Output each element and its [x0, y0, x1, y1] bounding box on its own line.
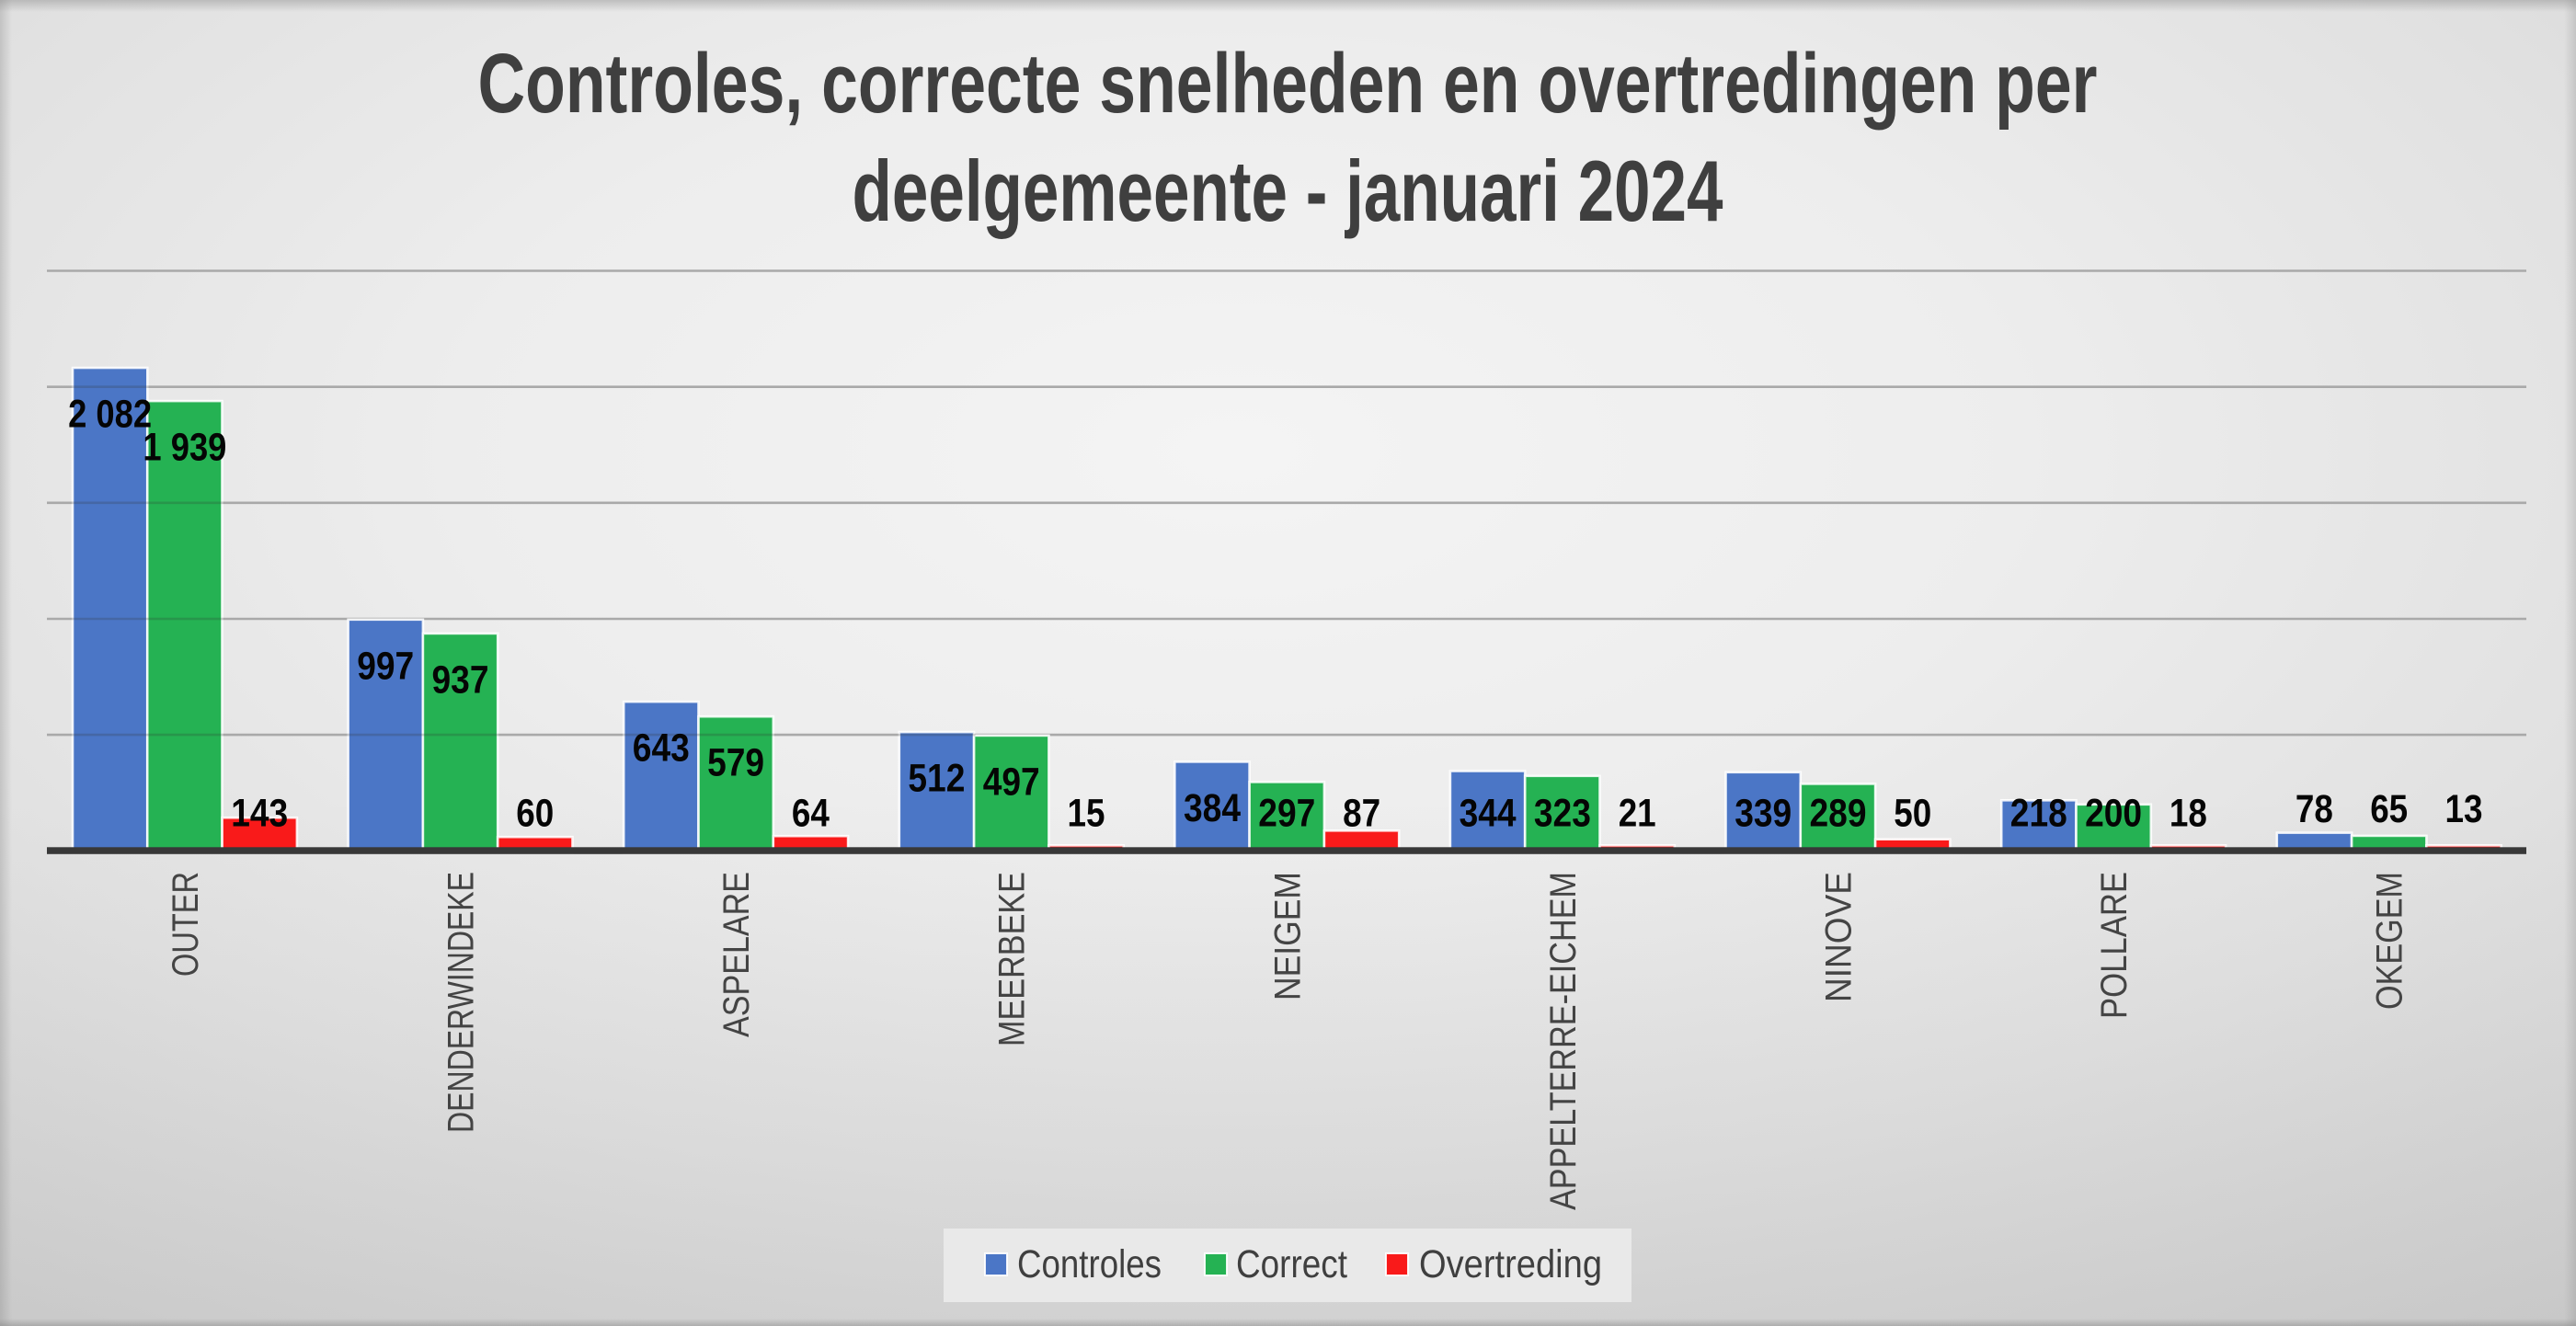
svg-text:1 939: 1 939	[143, 426, 226, 470]
svg-text:497: 497	[983, 760, 1040, 804]
svg-text:Overtreding: Overtreding	[1419, 1243, 1602, 1286]
svg-text:deelgemeente - januari 2024: deelgemeente - januari 2024	[853, 143, 1723, 239]
svg-text:323: 323	[1534, 792, 1591, 836]
svg-text:Correct: Correct	[1236, 1243, 1347, 1286]
svg-text:OUTER: OUTER	[166, 872, 206, 977]
svg-text:NINOVE: NINOVE	[1819, 872, 1860, 1002]
svg-text:13: 13	[2445, 787, 2483, 831]
svg-text:997: 997	[357, 644, 414, 688]
svg-text:15: 15	[1068, 792, 1105, 836]
svg-text:50: 50	[1894, 792, 1931, 836]
svg-text:Controles, correcte snelheden: Controles, correcte snelheden en overtre…	[478, 37, 2098, 131]
svg-text:60: 60	[516, 792, 554, 836]
svg-text:21: 21	[1619, 792, 1656, 836]
svg-text:339: 339	[1735, 792, 1792, 836]
svg-text:643: 643	[633, 726, 690, 771]
svg-text:200: 200	[2085, 792, 2142, 836]
svg-text:OKEGEM: OKEGEM	[2370, 872, 2410, 1010]
svg-text:78: 78	[2296, 787, 2333, 831]
svg-text:87: 87	[1343, 792, 1380, 836]
svg-text:POLLARE: POLLARE	[2094, 872, 2135, 1019]
svg-text:64: 64	[792, 792, 830, 836]
svg-text:579: 579	[707, 741, 764, 785]
svg-text:143: 143	[231, 792, 288, 836]
svg-text:18: 18	[2170, 792, 2207, 836]
svg-text:297: 297	[1258, 792, 1315, 836]
svg-text:218: 218	[2010, 792, 2067, 836]
svg-text:Controles: Controles	[1017, 1243, 1162, 1286]
svg-text:ASPELARE: ASPELARE	[716, 872, 757, 1037]
svg-text:65: 65	[2370, 787, 2408, 831]
svg-text:MEERBEKE: MEERBEKE	[992, 872, 1033, 1046]
svg-text:344: 344	[1460, 792, 1517, 836]
svg-text:APPELTERRE-EICHEM: APPELTERRE-EICHEM	[1543, 872, 1584, 1210]
svg-text:384: 384	[1184, 786, 1241, 830]
svg-text:289: 289	[1810, 792, 1867, 836]
svg-text:2 082: 2 082	[68, 393, 152, 437]
svg-text:512: 512	[908, 757, 965, 801]
svg-text:937: 937	[432, 657, 489, 702]
svg-text:DENDERWINDEKE: DENDERWINDEKE	[441, 872, 482, 1133]
svg-text:NEIGEM: NEIGEM	[1267, 872, 1308, 1000]
